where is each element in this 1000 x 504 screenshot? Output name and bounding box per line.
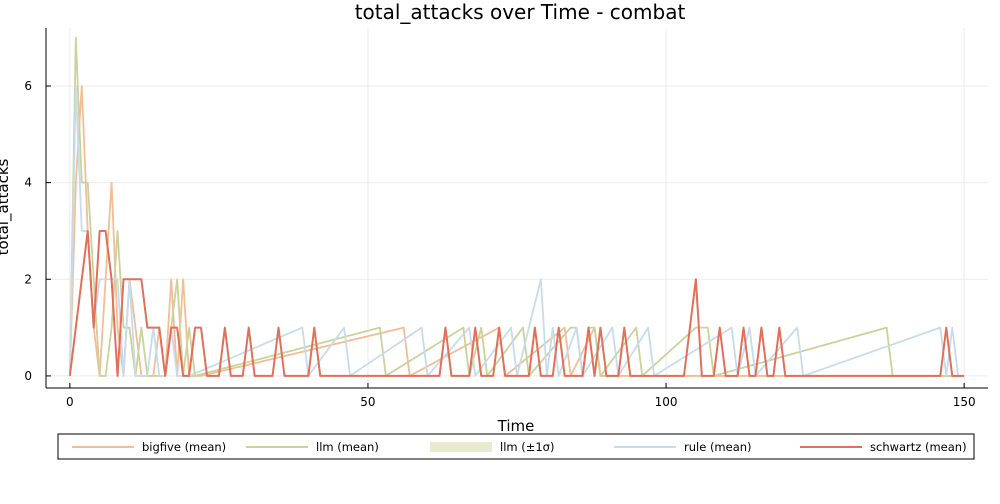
y-tick-label: 2: [24, 272, 32, 286]
series-line-llm-mean: [68, 36, 965, 377]
legend-label-llm-mean: llm (mean): [316, 440, 379, 454]
y-tick-label: 6: [24, 79, 32, 93]
legend: bigfive (mean) llm (mean) llm (±1σ) rule (m…: [57, 433, 975, 460]
series-layer: [68, 36, 965, 377]
legend-label-bigfive-mean: bigfive (mean): [142, 440, 226, 454]
x-tick-label: 50: [360, 395, 375, 409]
x-tick-label: 100: [655, 395, 678, 409]
series-line-rule-mean: [68, 85, 965, 377]
tick-layer: 0 50 100 150 0 2 4 6: [24, 79, 975, 409]
series-line-schwartz-mean: [68, 229, 965, 377]
legend-label-schwartz-mean: schwartz (mean): [870, 440, 967, 454]
x-axis-title: Time: [497, 417, 535, 435]
chart-title: total_attacks over Time - combat: [355, 0, 686, 24]
y-tick-label: 0: [24, 369, 32, 383]
x-tick-label: 150: [953, 395, 976, 409]
x-tick-label: 0: [66, 395, 74, 409]
y-axis-title: total_attacks: [0, 158, 13, 255]
legend-label-rule-mean: rule (mean): [684, 440, 752, 454]
series-line-bigfive-mean: [68, 85, 965, 377]
legend-swatch-llm-1: [430, 442, 492, 452]
y-tick-label: 4: [24, 176, 32, 190]
legend-label-llm-1: llm (±1σ): [500, 440, 554, 454]
axes-layer: [45, 28, 988, 389]
